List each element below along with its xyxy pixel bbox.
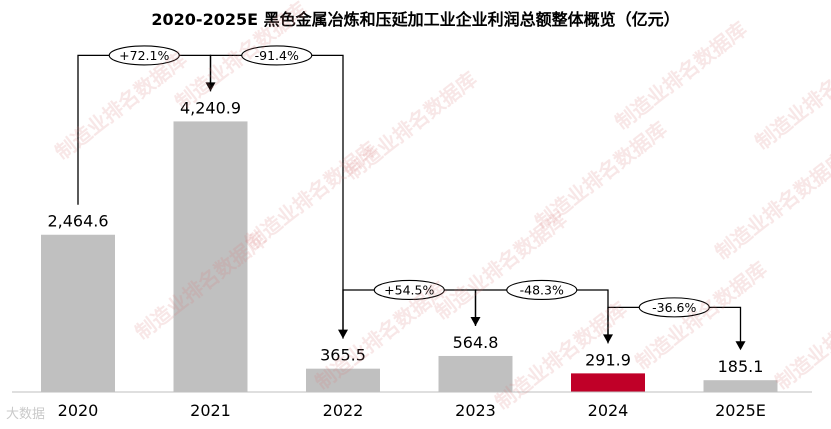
change-pill-4 bbox=[638, 297, 710, 318]
x-tick-label-2025E: 2025E bbox=[715, 401, 766, 420]
x-tick-label-2021: 2021 bbox=[190, 401, 231, 420]
value-label-2024: 291.9 bbox=[585, 350, 631, 369]
change-pill-0 bbox=[108, 45, 180, 66]
change-arrow-1: -91.4% bbox=[209, 45, 348, 339]
value-label-2021: 4,240.9 bbox=[180, 98, 241, 117]
value-label-2020: 2,464.6 bbox=[47, 212, 108, 231]
chart-title: 2020-2025E 黑色金属冶炼和压延加工业企业利润总额整体概览（亿元） bbox=[151, 10, 680, 29]
x-tick-label-2022: 2022 bbox=[323, 401, 364, 420]
change-arrow-3: -48.3% bbox=[474, 279, 613, 344]
source-mark: 大数据 bbox=[6, 407, 46, 422]
arrowhead-4 bbox=[735, 341, 746, 351]
change-pill-1 bbox=[241, 45, 313, 66]
change-pill-3 bbox=[506, 279, 578, 301]
x-tick-label-2020: 2020 bbox=[58, 401, 99, 420]
bar-2021 bbox=[173, 121, 248, 392]
bar-2025E bbox=[703, 380, 778, 392]
x-tick-label-2024: 2024 bbox=[588, 401, 629, 420]
value-label-2022: 365.5 bbox=[320, 346, 366, 365]
value-label-2023: 564.8 bbox=[453, 333, 499, 352]
change-label-3: -48.3% bbox=[520, 282, 564, 297]
bar-2020 bbox=[41, 234, 115, 392]
x-tick-label-2023: 2023 bbox=[455, 401, 496, 420]
value-label-2025E: 185.1 bbox=[718, 357, 764, 376]
change-pill-2 bbox=[373, 279, 445, 301]
bar-2022 bbox=[306, 368, 380, 392]
change-arrow-2: +54.5% bbox=[342, 279, 481, 339]
change-label-2: +54.5% bbox=[384, 282, 434, 297]
bar-2024 bbox=[571, 373, 645, 392]
change-arrow-4: -36.6% bbox=[607, 297, 746, 351]
change-label-0: +72.1% bbox=[119, 48, 169, 63]
change-label-1: -91.4% bbox=[255, 48, 299, 63]
bar-2023 bbox=[438, 355, 513, 392]
change-label-4: -36.6% bbox=[652, 300, 696, 315]
